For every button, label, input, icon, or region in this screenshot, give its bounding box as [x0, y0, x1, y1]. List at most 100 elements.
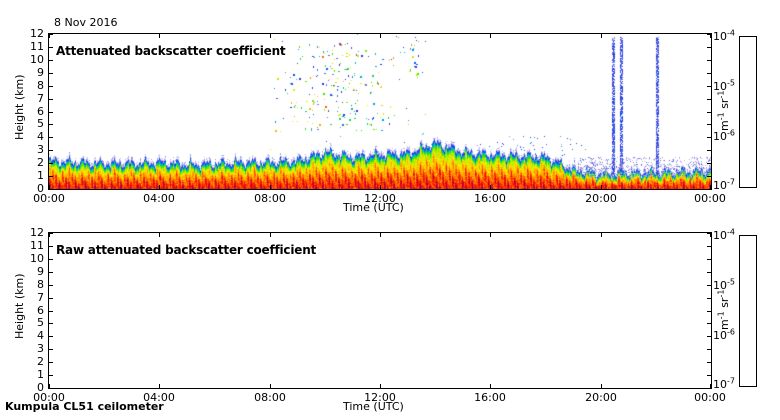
xtick-label-1-3: 12:00 — [364, 391, 396, 404]
ytick-1-7 — [49, 298, 53, 299]
colorbar-top — [739, 36, 757, 188]
ytick-right-0-12 — [707, 34, 711, 35]
colorbar-ticklabel-1-0: 10-4 — [713, 227, 735, 242]
panel-raw-attenuated-backscatter — [48, 232, 712, 389]
xtick-1-4 — [490, 384, 491, 388]
xtick-top-1-3 — [380, 233, 381, 237]
xtick-top-1-6 — [710, 233, 711, 237]
xtick-label-0-6: 00:00 — [694, 192, 726, 205]
xtick-label-0-0: 00:00 — [33, 192, 65, 205]
ytick-right-0-6 — [707, 112, 711, 113]
ytick-label-1-0: 0 — [37, 381, 44, 394]
ytick-label-1-8: 8 — [37, 278, 44, 291]
ytick-0-5 — [49, 124, 53, 125]
ytick-right-0-7 — [707, 99, 711, 100]
xlabel-bottom: Time (UTC) — [343, 400, 404, 413]
xtick-top-0-2 — [270, 34, 271, 38]
xtick-top-1-5 — [601, 233, 602, 237]
ytick-0-12 — [49, 34, 53, 35]
ytick-1-3 — [49, 349, 53, 350]
ytick-label-0-3: 3 — [37, 143, 44, 156]
ytick-right-1-4 — [707, 336, 711, 337]
ytick-right-1-9 — [707, 272, 711, 273]
ytick-right-0-0 — [707, 189, 711, 190]
xtick-label-1-2: 08:00 — [254, 391, 286, 404]
ytick-0-7 — [49, 99, 53, 100]
xtick-label-0-3: 12:00 — [364, 192, 396, 205]
xtick-label-0-2: 08:00 — [254, 192, 286, 205]
heatmap-canvas-raw — [49, 233, 711, 388]
ytick-label-0-7: 7 — [37, 92, 44, 105]
panel-title-attenuated: Attenuated backscatter coefficient — [56, 44, 286, 58]
ytick-0-8 — [49, 86, 53, 87]
ytick-label-0-2: 2 — [37, 156, 44, 169]
ytick-right-0-4 — [707, 137, 711, 138]
ytick-label-1-4: 4 — [37, 329, 44, 342]
xtick-0-1 — [159, 185, 160, 189]
colorbar-ticklabel-0-2: 10-6 — [713, 128, 735, 143]
ytick-0-1 — [49, 176, 53, 177]
date-label: 8 Nov 2016 — [54, 16, 118, 29]
ytick-label-0-11: 11 — [30, 40, 44, 53]
ytick-right-1-1 — [707, 375, 711, 376]
ytick-right-0-9 — [707, 73, 711, 74]
ytick-label-0-6: 6 — [37, 105, 44, 118]
colorbar-ticklabel-0-3: 10-7 — [713, 177, 735, 192]
ytick-label-1-3: 3 — [37, 342, 44, 355]
xtick-0-0 — [49, 185, 50, 189]
colorbar-ticklabel-1-2: 10-6 — [713, 327, 735, 342]
xtick-top-1-0 — [49, 233, 50, 237]
ytick-0-10 — [49, 60, 53, 61]
ytick-right-1-3 — [707, 349, 711, 350]
ytick-1-5 — [49, 323, 53, 324]
ytick-right-0-1 — [707, 176, 711, 177]
ytick-label-0-4: 4 — [37, 130, 44, 143]
ytick-0-11 — [49, 47, 53, 48]
ytick-right-1-2 — [707, 362, 711, 363]
xtick-top-0-3 — [380, 34, 381, 38]
xtick-label-1-4: 16:00 — [474, 391, 506, 404]
xtick-top-1-4 — [490, 233, 491, 237]
xtick-top-0-0 — [49, 34, 50, 38]
ytick-0-9 — [49, 73, 53, 74]
ytick-right-1-7 — [707, 298, 711, 299]
xtick-1-5 — [601, 384, 602, 388]
xtick-0-2 — [270, 185, 271, 189]
colorbar-ticklabel-1-1: 10-5 — [713, 277, 735, 292]
xtick-label-0-5: 20:00 — [585, 192, 617, 205]
ytick-1-9 — [49, 272, 53, 273]
ytick-label-0-0: 0 — [37, 182, 44, 195]
ytick-right-1-0 — [707, 388, 711, 389]
xtick-1-2 — [270, 384, 271, 388]
ytick-1-11 — [49, 246, 53, 247]
xtick-top-0-6 — [710, 34, 711, 38]
xtick-1-1 — [159, 384, 160, 388]
ytick-right-0-11 — [707, 47, 711, 48]
colorbar-bottom — [739, 235, 757, 387]
ytick-right-1-5 — [707, 323, 711, 324]
xtick-label-0-4: 16:00 — [474, 192, 506, 205]
xtick-0-5 — [601, 185, 602, 189]
ytick-label-0-12: 12 — [30, 27, 44, 40]
ytick-right-0-8 — [707, 86, 711, 87]
ytick-label-1-10: 10 — [30, 252, 44, 265]
ytick-label-0-8: 8 — [37, 79, 44, 92]
colorbar-gradient-top — [740, 37, 756, 187]
xtick-0-3 — [380, 185, 381, 189]
xtick-top-0-4 — [490, 34, 491, 38]
colorbar-ticklabel-0-1: 10-5 — [713, 78, 735, 93]
ytick-right-1-11 — [707, 246, 711, 247]
panel-attenuated-backscatter — [48, 33, 712, 190]
xtick-label-1-6: 00:00 — [694, 391, 726, 404]
xtick-0-4 — [490, 185, 491, 189]
ytick-right-0-3 — [707, 150, 711, 151]
ytick-label-1-2: 2 — [37, 355, 44, 368]
ytick-label-1-7: 7 — [37, 291, 44, 304]
colorbar-gradient-bottom — [740, 236, 756, 386]
xtick-label-1-1: 04:00 — [143, 391, 175, 404]
ytick-label-1-12: 12 — [30, 226, 44, 239]
ytick-0-2 — [49, 163, 53, 164]
colorbar-ticklabel-0-0: 10-4 — [713, 28, 735, 43]
ytick-1-6 — [49, 311, 53, 312]
